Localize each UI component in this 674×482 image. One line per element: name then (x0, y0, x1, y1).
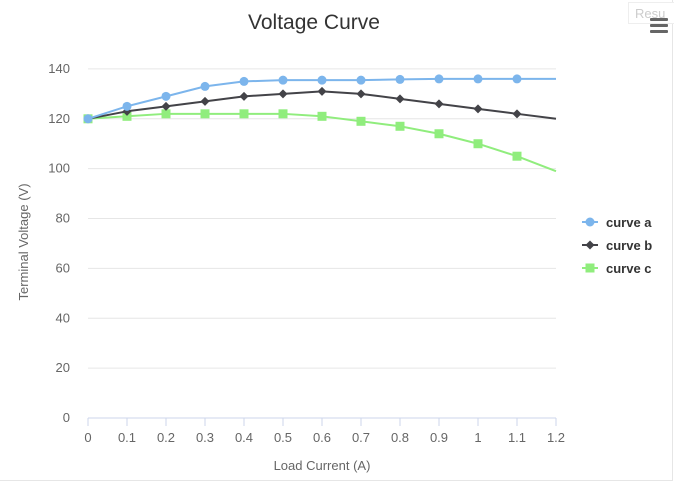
data-point (356, 75, 366, 85)
grid-lines (88, 68, 556, 369)
data-point (395, 74, 405, 84)
legend-label: curve b (606, 238, 652, 253)
y-axis-title: Terminal Voltage (V) (16, 183, 31, 300)
x-axis-title: Load Current (A) (274, 458, 371, 473)
data-point (317, 111, 327, 121)
x-tick-label: 0.4 (235, 430, 253, 445)
data-point (200, 109, 210, 119)
data-point (278, 89, 288, 99)
legend-label: curve c (606, 261, 652, 276)
x-tick-label: 0.1 (118, 430, 136, 445)
data-point (512, 74, 522, 84)
x-tick-label: 0.6 (313, 430, 331, 445)
data-point (356, 89, 366, 99)
data-point (239, 76, 249, 86)
y-tick-label: 0 (63, 410, 70, 425)
y-axis-ticks: 0 20 40 60 80 100 120 140 (48, 61, 70, 425)
x-tick-label: 0.3 (196, 430, 214, 445)
legend-marker (585, 263, 595, 273)
data-point (473, 139, 483, 149)
legend-label: curve a (606, 215, 652, 230)
x-tick-label: 0.7 (352, 430, 370, 445)
data-point (161, 109, 171, 119)
hamburger-menu-icon[interactable] (650, 18, 670, 36)
y-tick-label: 120 (48, 111, 70, 126)
x-tick-label: 1 (474, 430, 481, 445)
data-point (512, 151, 522, 161)
legend-item-curve-b: curve b (582, 238, 652, 253)
legend: curve a curve b curve c (582, 215, 652, 276)
legend-marker (585, 240, 595, 250)
data-point (161, 91, 171, 101)
data-point (278, 109, 288, 119)
data-point (317, 75, 327, 85)
chart-title: Voltage Curve (248, 11, 380, 34)
data-point (83, 114, 93, 124)
data-point (161, 101, 171, 111)
x-tick-label: 1.2 (547, 430, 565, 445)
series-curve-b (83, 86, 557, 124)
data-point (395, 94, 405, 104)
data-point (122, 111, 132, 121)
data-point (317, 86, 327, 96)
data-point (200, 96, 210, 106)
y-tick-label: 60 (56, 260, 70, 275)
series-layer (83, 74, 557, 173)
series-curve-a (83, 74, 556, 124)
data-point (473, 104, 483, 114)
series-curve-c (83, 109, 557, 173)
y-tick-label: 20 (56, 360, 70, 375)
data-point (434, 99, 444, 109)
data-point (356, 116, 366, 126)
legend-item-curve-c: curve c (582, 261, 652, 276)
data-point (278, 75, 288, 85)
x-tick-label: 0.5 (274, 430, 292, 445)
x-tick-label: 0.9 (430, 430, 448, 445)
data-point (473, 74, 483, 84)
y-tick-label: 80 (56, 211, 70, 226)
legend-marker (585, 217, 595, 227)
data-point (239, 109, 249, 119)
series-line (87, 112, 557, 173)
legend-item-curve-a: curve a (582, 215, 652, 230)
x-tick-label: 0 (84, 430, 91, 445)
x-tick-label: 0.2 (157, 430, 175, 445)
x-axis: 0 0.1 0.2 0.3 0.4 0.5 0.6 0.7 0.8 0.9 1 1.1 1.2 (84, 417, 565, 445)
data-point (434, 74, 444, 84)
data-point (395, 121, 405, 131)
x-tick-label: 0.8 (391, 430, 409, 445)
x-tick-label: 1.1 (508, 430, 526, 445)
data-point (239, 91, 249, 101)
y-tick-label: 140 (48, 61, 70, 76)
data-point (200, 81, 210, 91)
data-point (122, 101, 132, 111)
data-point (434, 129, 444, 139)
data-point (512, 109, 522, 119)
y-tick-label: 100 (48, 161, 70, 176)
y-tick-label: 40 (56, 310, 70, 325)
